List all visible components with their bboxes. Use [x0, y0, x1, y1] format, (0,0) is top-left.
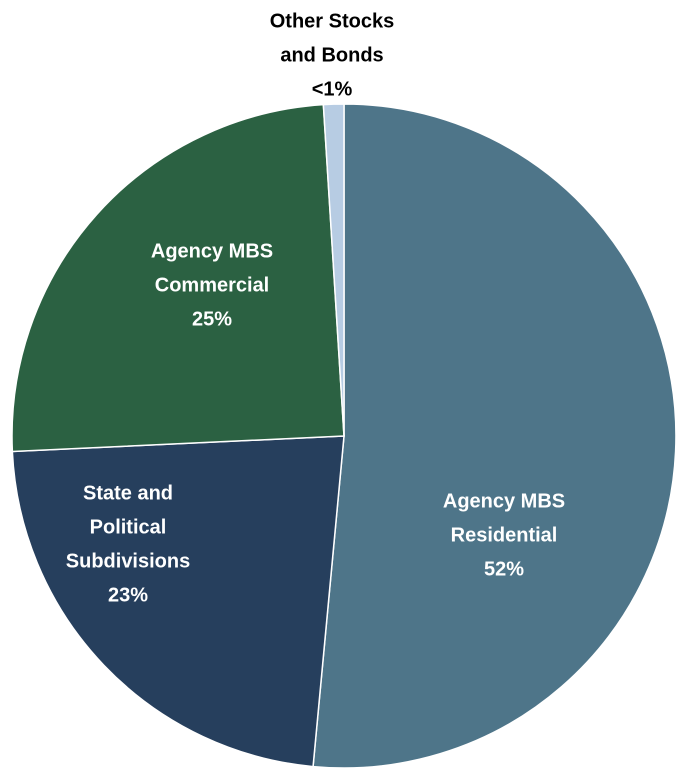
slice-name-line: Subdivisions	[66, 550, 190, 572]
pie-slices	[11, 103, 677, 769]
pie-slice-other-stocks-and-bonds	[322, 103, 345, 437]
slice-name-line: Other Stocks	[270, 10, 394, 32]
slice-value-label: 52%	[484, 558, 524, 580]
slice-label-agency-mbs-residential: Agency MBS Residential 52%	[443, 490, 565, 580]
slice-name-line: Agency MBS	[443, 490, 565, 512]
slice-name-line: Commercial	[155, 274, 270, 296]
slice-name-line: Agency MBS	[151, 240, 273, 262]
slice-name-line: Political	[90, 516, 167, 538]
pie-labels: Agency MBS Residential 52% State and Politic…	[66, 10, 565, 606]
slice-value-label: 23%	[108, 584, 148, 606]
slice-name-line: Residential	[451, 524, 558, 546]
slice-label-other-stocks-and-bonds: Other Stocks and Bonds <1%	[270, 10, 394, 100]
slice-value-label: <1%	[312, 78, 353, 100]
pie-slice-agency-mbs-residential	[312, 103, 677, 769]
slice-name-line: and Bonds	[280, 44, 383, 66]
slice-name-line: State and	[83, 482, 173, 504]
pie-slice-state-and-political-subdivisions	[11, 435, 345, 768]
slice-label-agency-mbs-commercial: Agency MBS Commercial 25%	[151, 240, 273, 330]
slice-label-state-and-political-subdivisions: State and Political Subdivisions 23%	[66, 482, 190, 606]
slice-value-label: 25%	[192, 308, 232, 330]
pie-slice-agency-mbs-commercial	[11, 103, 345, 453]
